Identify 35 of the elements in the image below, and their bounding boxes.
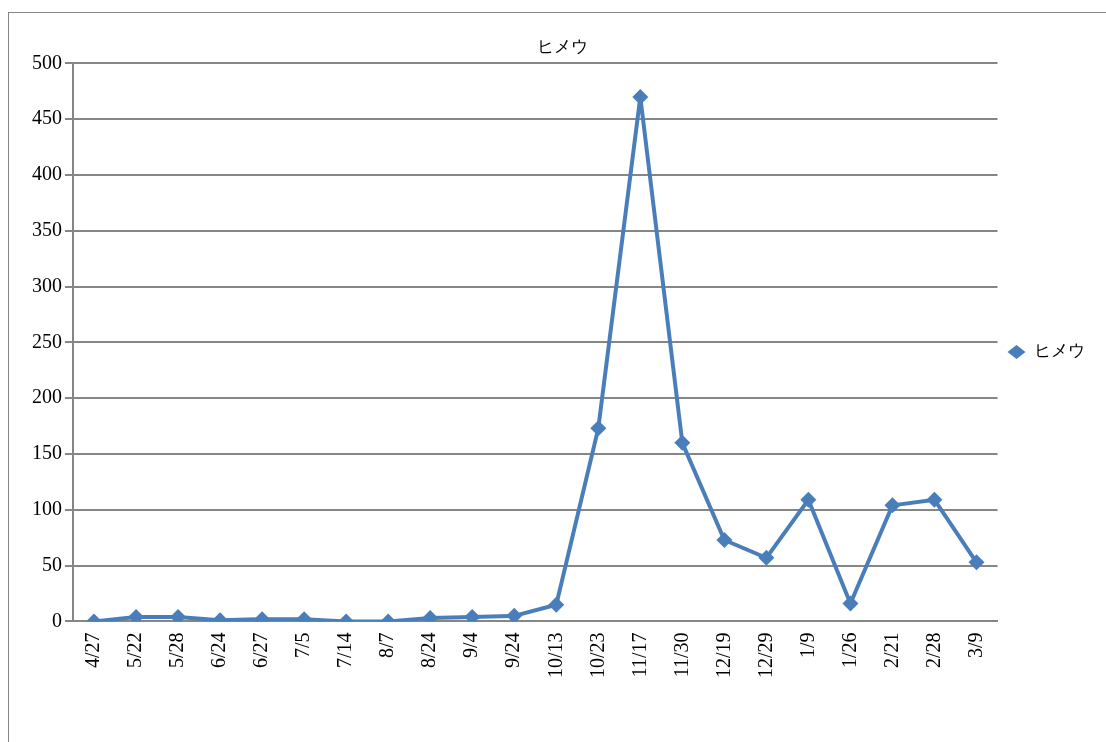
x-tick-label: 7/14 [333, 632, 356, 669]
y-tick-label: 100 [32, 497, 62, 520]
x-tick-label: 5/28 [165, 632, 188, 669]
y-tick-label: 300 [32, 273, 62, 296]
y-tick-label: 250 [32, 329, 62, 352]
x-tick-label: 3/9 [963, 632, 986, 659]
x-tick-label: 2/28 [921, 632, 944, 669]
x-tick-label: 11/30 [669, 632, 692, 678]
x-tick-label: 1/26 [837, 632, 860, 669]
x-tick-label: 4/27 [81, 632, 104, 669]
x-tick-label: 8/24 [417, 632, 440, 669]
x-tick-label: 11/17 [627, 632, 650, 678]
x-tick-label: 10/13 [543, 632, 566, 679]
x-tick-label: 2/21 [879, 632, 902, 669]
x-tick-label: 12/19 [711, 632, 734, 679]
y-tick-label: 50 [42, 552, 62, 575]
y-tick-label: 400 [32, 162, 62, 185]
x-tick-label: 6/24 [207, 632, 230, 669]
x-tick-label: 8/7 [375, 632, 398, 659]
x-tick-label: 6/27 [249, 632, 272, 669]
x-tick-label: 7/5 [291, 632, 314, 659]
x-tick-label: 12/29 [753, 632, 776, 679]
y-tick-label: 450 [32, 106, 62, 129]
y-tick-label: 350 [32, 218, 62, 241]
x-tick-label: 9/4 [459, 632, 482, 659]
y-tick-label: 500 [32, 50, 62, 73]
legend-label: ヒメウ [1034, 340, 1085, 361]
chart-title: ヒメウ [536, 35, 588, 56]
x-tick-label: 10/23 [585, 632, 608, 679]
x-tick-label: 5/22 [123, 632, 146, 669]
y-tick-label: 200 [32, 385, 62, 408]
x-tick-label: 1/9 [795, 632, 818, 659]
y-tick-label: 150 [32, 441, 62, 464]
y-tick-label: 0 [52, 608, 62, 631]
x-tick-label: 9/24 [501, 632, 524, 669]
